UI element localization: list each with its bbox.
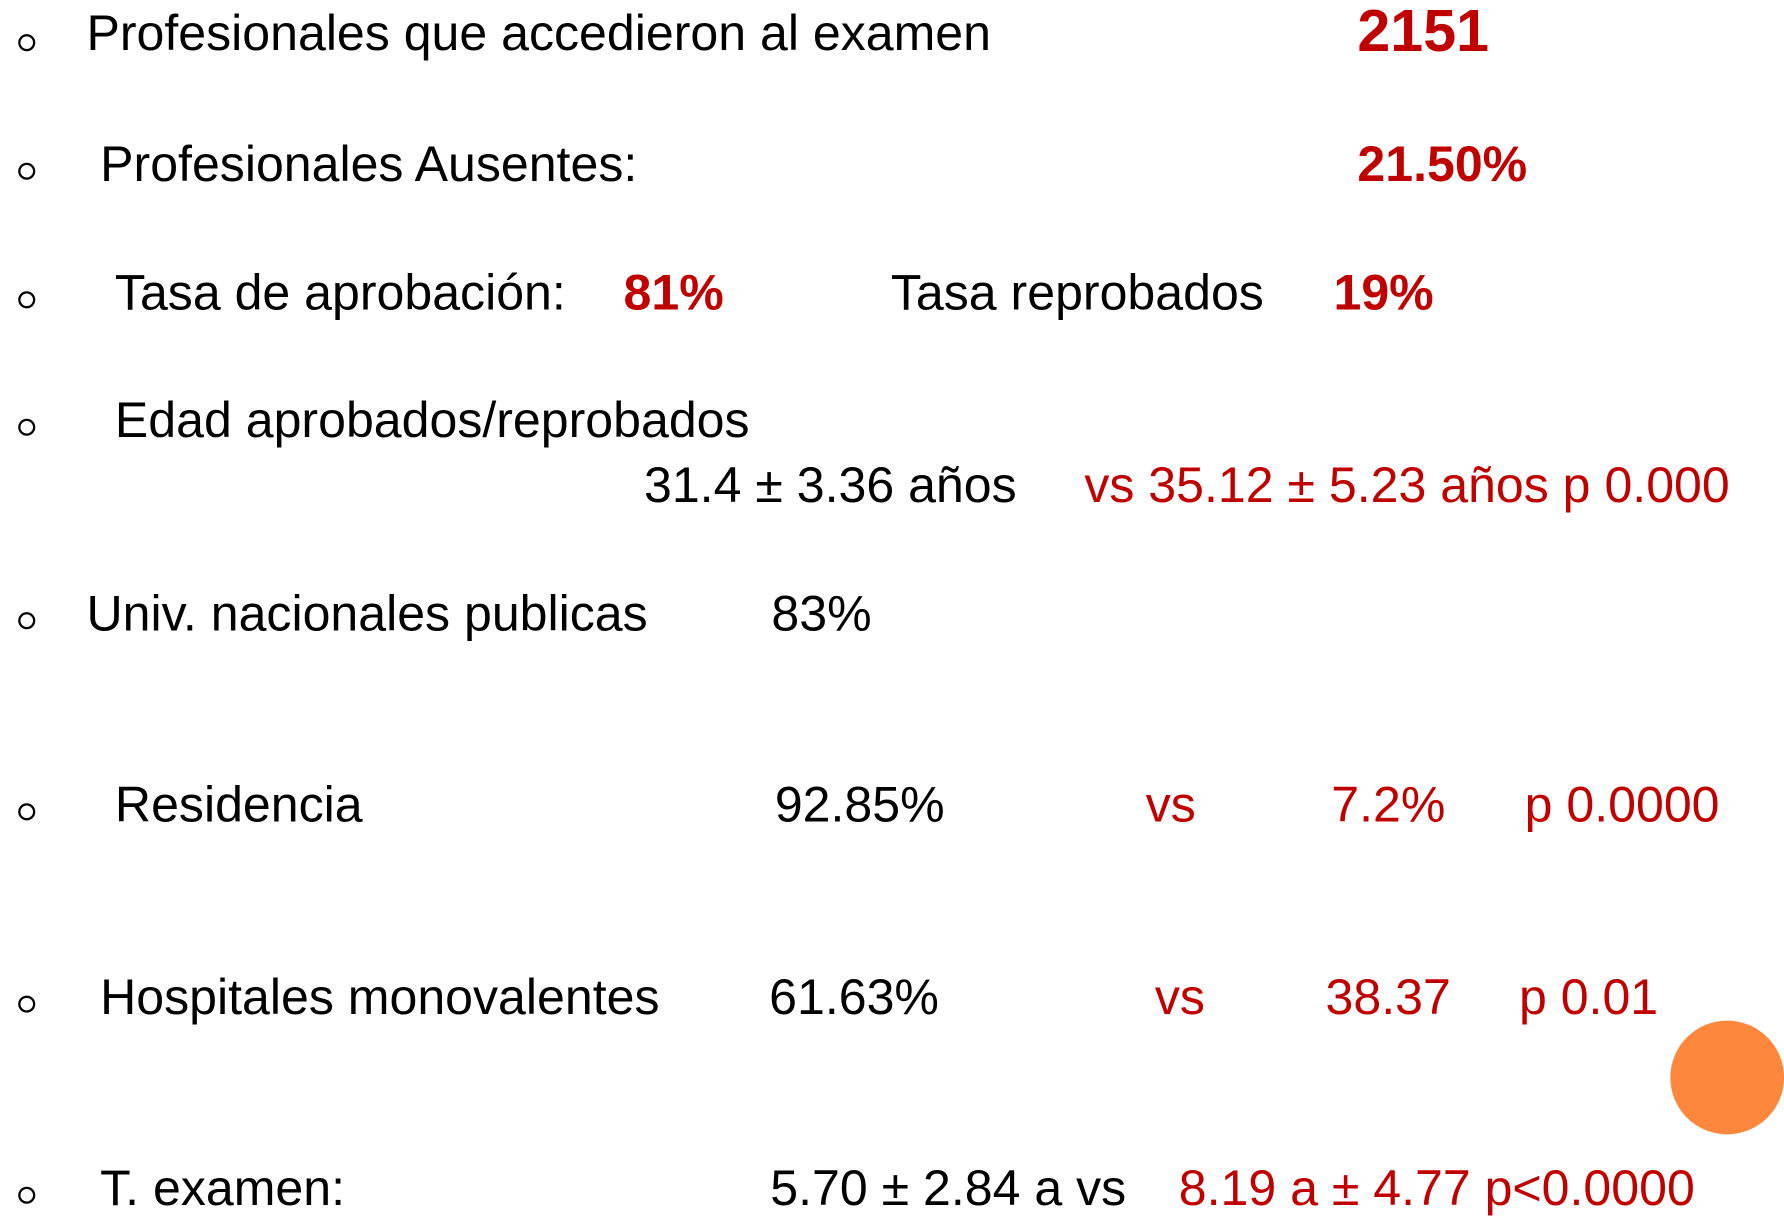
bullet bbox=[18, 291, 36, 309]
item-label: Univ. nacionales publicas bbox=[86, 585, 648, 642]
item-label: Residencia bbox=[114, 777, 363, 833]
item-value: 92.85% bbox=[774, 777, 945, 833]
item-label: Hospitales monovalentes bbox=[100, 969, 660, 1026]
item-value: 61.63% bbox=[769, 969, 939, 1026]
item-p: p 0.01 bbox=[1518, 969, 1659, 1026]
bullet bbox=[18, 34, 36, 52]
item-value: 5.70 ± 2.84 a vs bbox=[770, 1160, 1127, 1216]
item-label: Profesionales que accedieron al examen bbox=[86, 5, 991, 62]
item-label: T. examen: bbox=[100, 1160, 346, 1216]
item-compare: 38.37 bbox=[1325, 969, 1451, 1026]
bullet bbox=[18, 612, 36, 630]
item-label: Tasa reprobados bbox=[890, 265, 1264, 321]
item-label: Edad aprobados/reprobados bbox=[114, 392, 750, 449]
item-vs: vs bbox=[1145, 777, 1196, 833]
item-compare: 7.2% bbox=[1331, 777, 1446, 833]
item-value: 21.50% bbox=[1357, 136, 1528, 193]
item-value: 31.4 ± 3.36 años bbox=[643, 457, 1017, 514]
item-value: 2151 bbox=[1357, 0, 1490, 65]
bullet bbox=[18, 995, 36, 1013]
decor-circle bbox=[1670, 1020, 1784, 1135]
item-label: Tasa de aprobación: bbox=[114, 265, 566, 321]
item-vs: vs bbox=[1154, 969, 1205, 1026]
item-label: Profesionales Ausentes: bbox=[100, 136, 638, 193]
item-p: p 0.0000 bbox=[1524, 777, 1720, 833]
bullet bbox=[18, 162, 36, 180]
bullet bbox=[18, 418, 36, 436]
item-value: 83% bbox=[771, 585, 872, 642]
item-compare: vs 35.12 ± 5.23 años p 0.000 bbox=[1084, 457, 1730, 514]
item-value: 19% bbox=[1333, 265, 1434, 321]
bullet bbox=[18, 1186, 36, 1204]
item-compare: 8.19 a ± 4.77 p<0.0000 bbox=[1178, 1160, 1695, 1216]
bullet bbox=[18, 803, 36, 821]
item-value: 81% bbox=[623, 265, 724, 321]
